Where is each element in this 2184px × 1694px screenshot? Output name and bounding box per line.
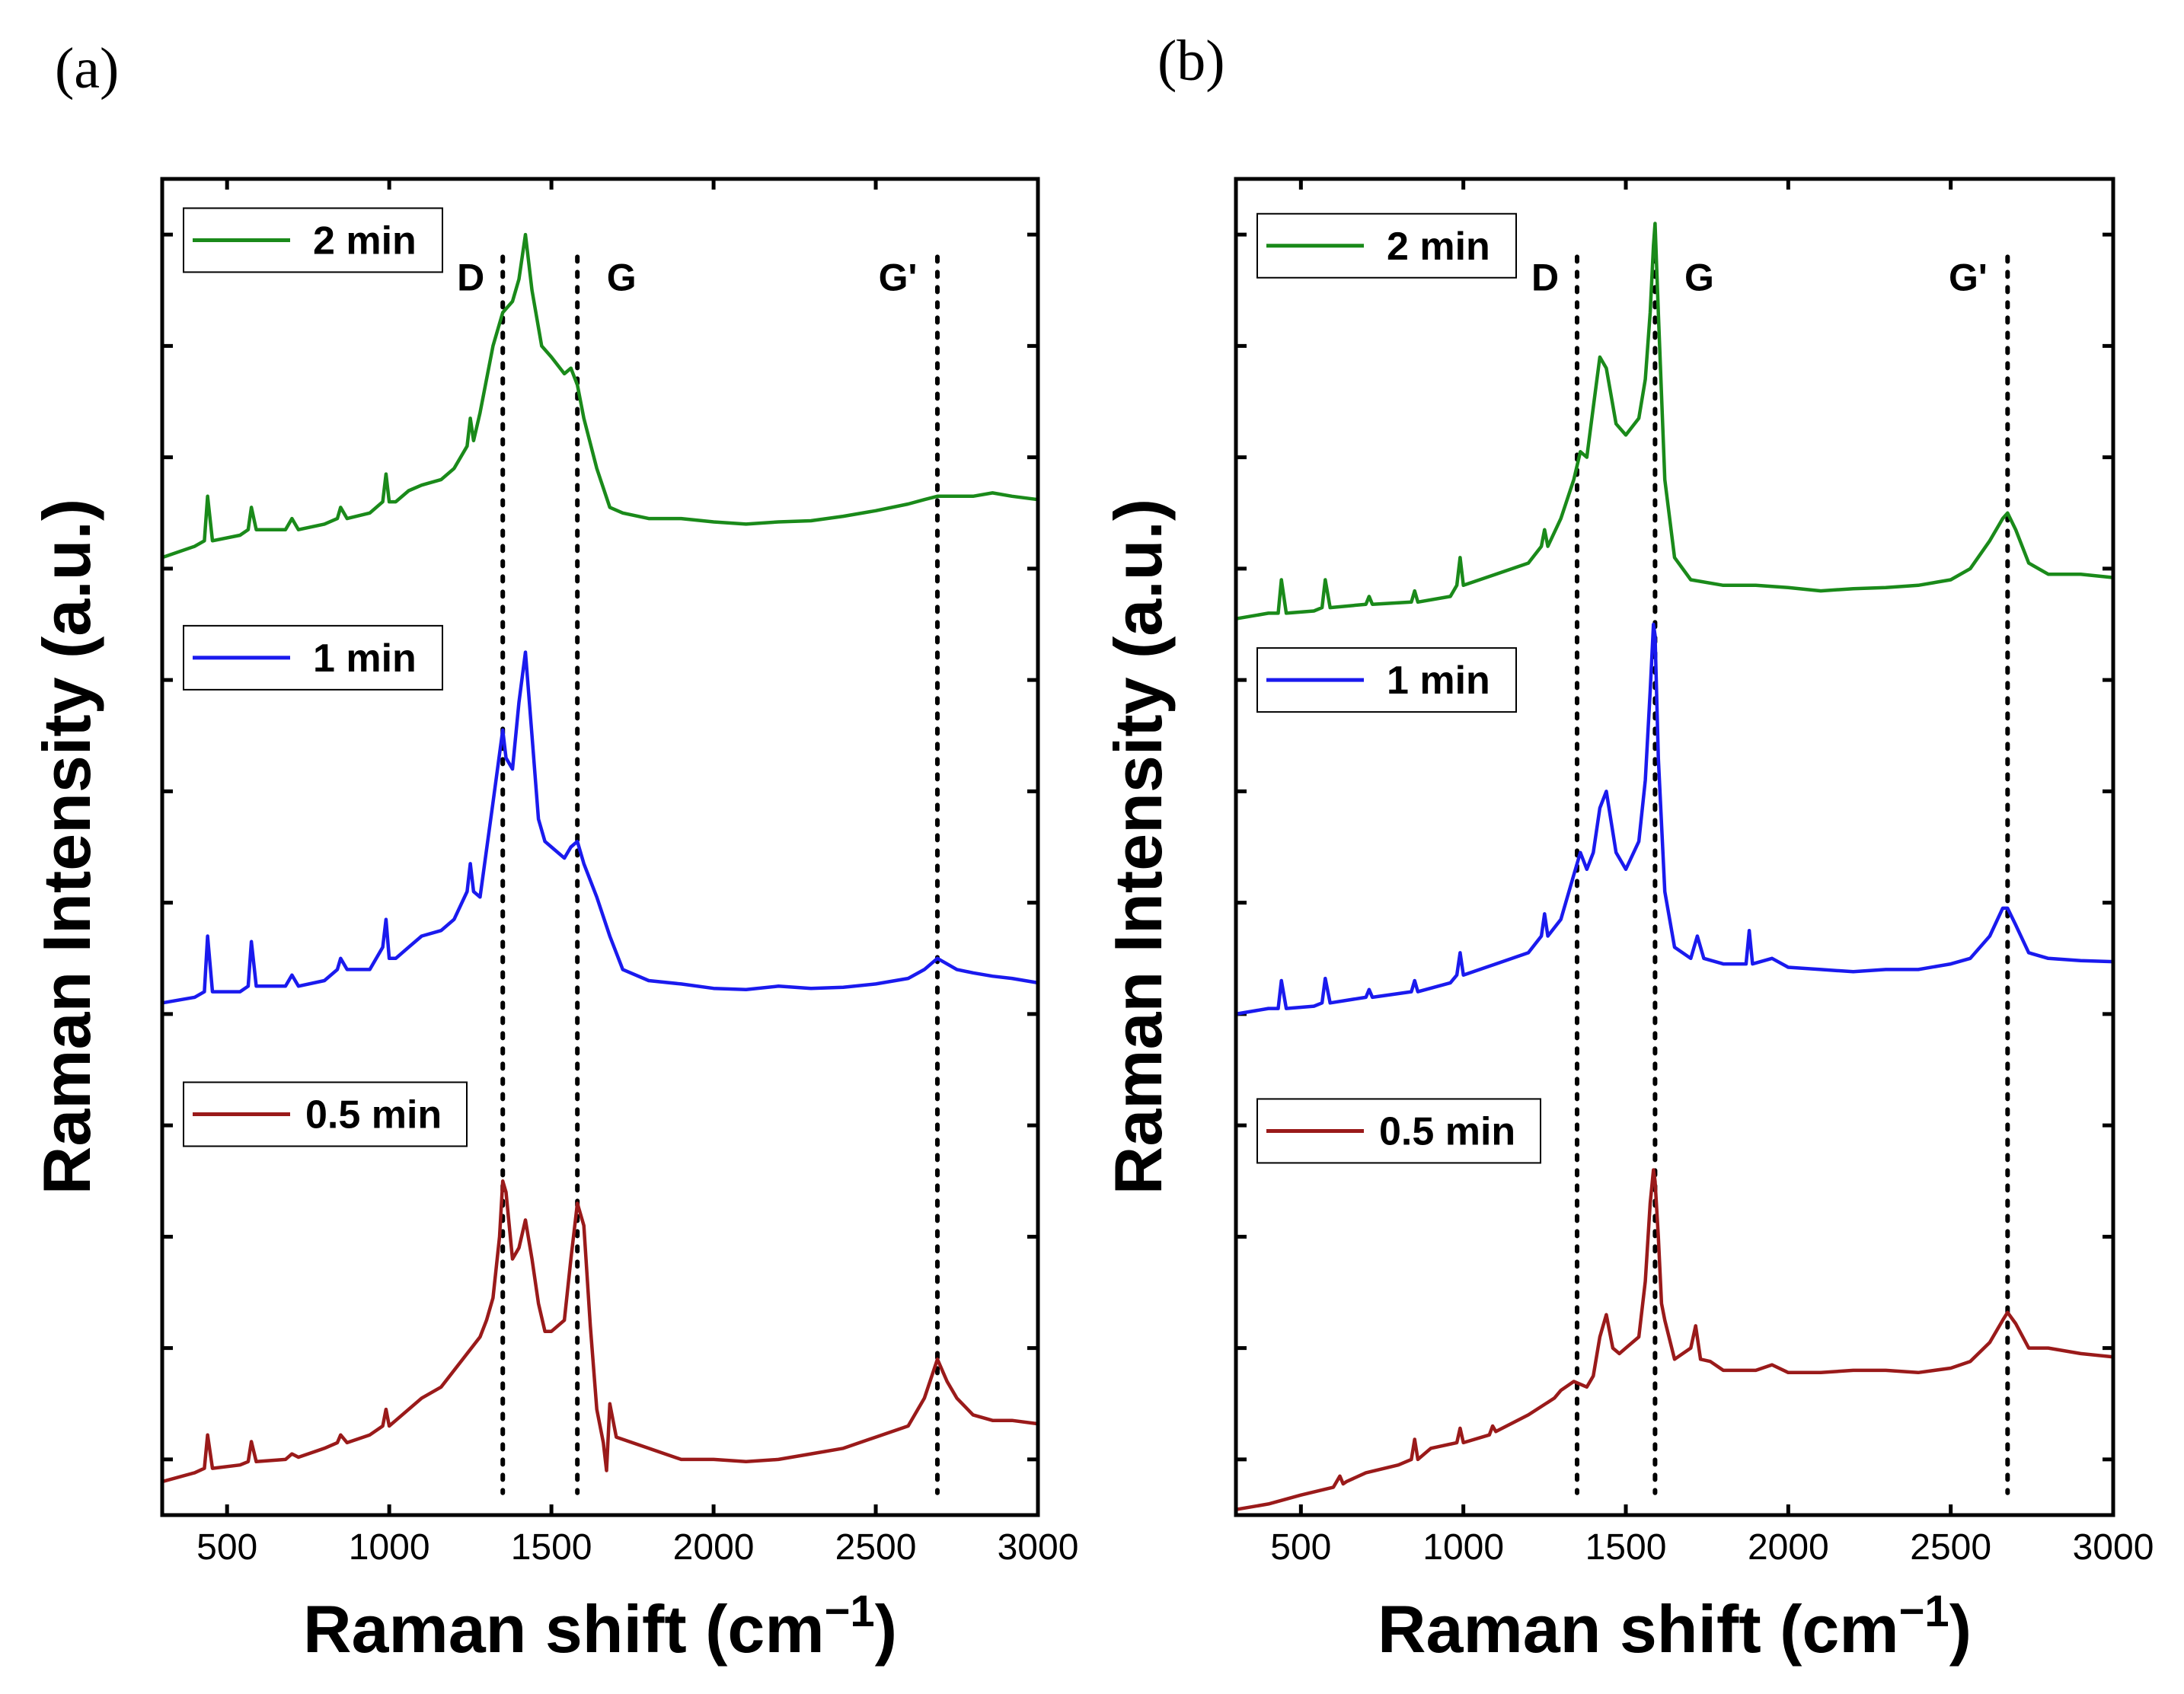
panel-b-series (1235, 222, 2114, 1511)
panel-a-series-1-min (161, 650, 1039, 1005)
panel-a-y-axis-title: Raman Intensity (a.u.) (29, 499, 104, 1195)
panel-a-x-tick-label-500: 500 (196, 1527, 257, 1568)
panel-b-x-tick-label-1500: 1500 (1585, 1527, 1667, 1568)
panel-b-legend-label-1-min: 1 min (1387, 659, 1490, 703)
panel-b-x-tick-label-2000: 2000 (1748, 1527, 1829, 1568)
panel-a-series-0-5-min (161, 1179, 1039, 1484)
panel-b-y-axis-title: Raman Intensity (a.u.) (1100, 499, 1176, 1195)
panel-b-x-axis-title: Raman shift (cm−1) (1378, 1587, 1972, 1667)
panel-b-x-tick-label-2500: 2500 (1910, 1527, 1991, 1568)
panel-b-series-2-min (1235, 222, 2114, 620)
panel-b-peak-labels: D G G' (1531, 256, 1988, 298)
panel-a-x-tick-label-1500: 1500 (511, 1527, 592, 1568)
panel-a-ticks (162, 179, 1040, 1515)
panel-b-series-0-5-min (1235, 1168, 2114, 1511)
panel-a: (a) 500 1000 1500 2000 2500 3000 D G G' 2 min 1 … (29, 37, 1078, 1667)
panel-b-x-tick-label-1000: 1000 (1422, 1527, 1504, 1568)
panel-b-x-tick-label-500: 500 (1270, 1527, 1331, 1568)
panel-b-legend-label-2-min: 2 min (1387, 225, 1490, 269)
panel-a-x-tick-label-1000: 1000 (349, 1527, 430, 1568)
panel-b-series-1-min (1235, 622, 2114, 1016)
panel-a-series (161, 232, 1039, 1484)
panel-a-frame (160, 177, 1040, 1517)
panel-a-legend-label-1-min: 1 min (313, 636, 417, 681)
panel-a-peak-label-d: D (457, 256, 484, 298)
panel-label-a: (a) (55, 37, 119, 100)
panel-b-x-tick-label-3000: 3000 (2073, 1527, 2154, 1568)
panel-a-x-tick-label-2500: 2500 (835, 1527, 917, 1568)
panel-a-x-tick-label-3000: 3000 (998, 1527, 1079, 1568)
panel-b-frame (1234, 177, 2115, 1517)
panel-a-legend-label-2-min: 2 min (313, 219, 417, 263)
panel-a-peak-lines (500, 254, 940, 1495)
panel-a-peak-labels: D G G' (457, 256, 917, 298)
panel-a-peak-label-g-prime: G' (879, 256, 918, 298)
panel-label-b: (b) (1157, 29, 1225, 93)
panel-b-peak-label-g-prime: G' (1949, 256, 1988, 298)
panel-b-legends: 2 min 1 min 0.5 min (1256, 212, 1541, 1164)
panel-a-tick-labels: 500 1000 1500 2000 2500 3000 (196, 1527, 1078, 1568)
panel-a-x-axis-title: Raman shift (cm−1) (303, 1587, 897, 1667)
panel-b-legend-label-0-5-min: 0.5 min (1379, 1109, 1515, 1153)
panel-b-ticks (1236, 179, 2115, 1515)
panel-b-tick-labels: 500 1000 1500 2000 2500 3000 (1270, 1527, 2154, 1568)
panel-b: (b) 500 1000 1500 2000 2500 3000 D G G' 2 min 1 … (1100, 29, 2154, 1667)
panel-a-legend-label-0-5-min: 0.5 min (305, 1093, 442, 1137)
panel-a-legends: 2 min 1 min 0.5 min (183, 207, 468, 1147)
panel-a-series-2-min (161, 232, 1039, 560)
panel-a-peak-label-g: G (607, 256, 637, 298)
panel-b-peak-label-d: D (1531, 256, 1559, 298)
panel-b-peak-label-g: G (1684, 256, 1714, 298)
panel-a-x-tick-label-2000: 2000 (673, 1527, 755, 1568)
